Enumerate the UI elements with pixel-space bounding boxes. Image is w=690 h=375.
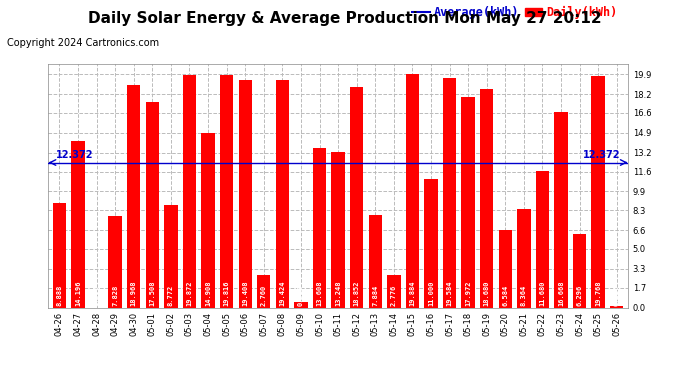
Text: 12.372: 12.372 [583, 150, 620, 160]
Bar [387, 275, 400, 308]
Bar [518, 210, 531, 308]
Text: 0.116: 0.116 [613, 285, 620, 306]
Text: 19.884: 19.884 [409, 280, 415, 306]
Text: 18.852: 18.852 [354, 280, 359, 306]
Bar [146, 102, 159, 308]
Text: 17.972: 17.972 [465, 280, 471, 306]
Bar [480, 88, 493, 308]
Bar [108, 216, 122, 308]
Bar [573, 234, 586, 308]
Text: 19.408: 19.408 [242, 280, 248, 306]
Bar [350, 87, 364, 308]
Bar [164, 205, 177, 308]
Bar [239, 80, 252, 308]
Text: 8.888: 8.888 [57, 285, 63, 306]
Bar [424, 178, 437, 308]
Text: 7.828: 7.828 [112, 285, 118, 306]
Text: 12.372: 12.372 [56, 150, 93, 160]
Text: 19.424: 19.424 [279, 280, 286, 306]
Bar [499, 230, 512, 308]
Bar [331, 152, 345, 308]
Bar [183, 75, 196, 308]
Bar [462, 97, 475, 308]
Text: 6.584: 6.584 [502, 285, 509, 306]
Text: 7.884: 7.884 [372, 285, 378, 306]
Text: 18.968: 18.968 [130, 280, 137, 306]
Text: 2.776: 2.776 [391, 285, 397, 306]
Text: Daily Solar Energy & Average Production Mon May 27 20:12: Daily Solar Energy & Average Production … [88, 11, 602, 26]
Text: 14.196: 14.196 [75, 280, 81, 306]
Text: 18.680: 18.680 [484, 280, 490, 306]
Bar [313, 148, 326, 308]
Text: Copyright 2024 Cartronics.com: Copyright 2024 Cartronics.com [7, 38, 159, 48]
Bar [406, 75, 419, 308]
Text: 17.508: 17.508 [149, 280, 155, 306]
Bar [52, 203, 66, 308]
Bar [368, 215, 382, 308]
Bar [554, 112, 568, 308]
Bar [71, 141, 85, 308]
Text: 2.760: 2.760 [261, 285, 267, 306]
Bar [535, 171, 549, 308]
Bar [276, 80, 289, 308]
Bar [610, 306, 624, 308]
Legend: Average(kWh), Daily(kWh): Average(kWh), Daily(kWh) [407, 2, 622, 24]
Text: 19.768: 19.768 [595, 280, 601, 306]
Text: 14.908: 14.908 [205, 280, 211, 306]
Text: 19.872: 19.872 [186, 280, 193, 306]
Text: 11.680: 11.680 [540, 280, 546, 306]
Text: 13.248: 13.248 [335, 280, 341, 306]
Text: 8.772: 8.772 [168, 285, 174, 306]
Bar [201, 133, 215, 308]
Bar [591, 76, 605, 307]
Text: 19.584: 19.584 [446, 280, 453, 306]
Text: 0.512: 0.512 [298, 285, 304, 306]
Text: 6.296: 6.296 [577, 285, 582, 306]
Text: 0.000: 0.000 [94, 285, 99, 306]
Text: 8.364: 8.364 [521, 285, 527, 306]
Bar [443, 78, 456, 308]
Bar [257, 275, 270, 308]
Text: 13.608: 13.608 [317, 280, 322, 306]
Bar [220, 75, 233, 308]
Text: 19.816: 19.816 [224, 280, 230, 306]
Bar [127, 85, 141, 308]
Bar [294, 302, 308, 307]
Text: 16.668: 16.668 [558, 280, 564, 306]
Text: 11.000: 11.000 [428, 280, 434, 306]
